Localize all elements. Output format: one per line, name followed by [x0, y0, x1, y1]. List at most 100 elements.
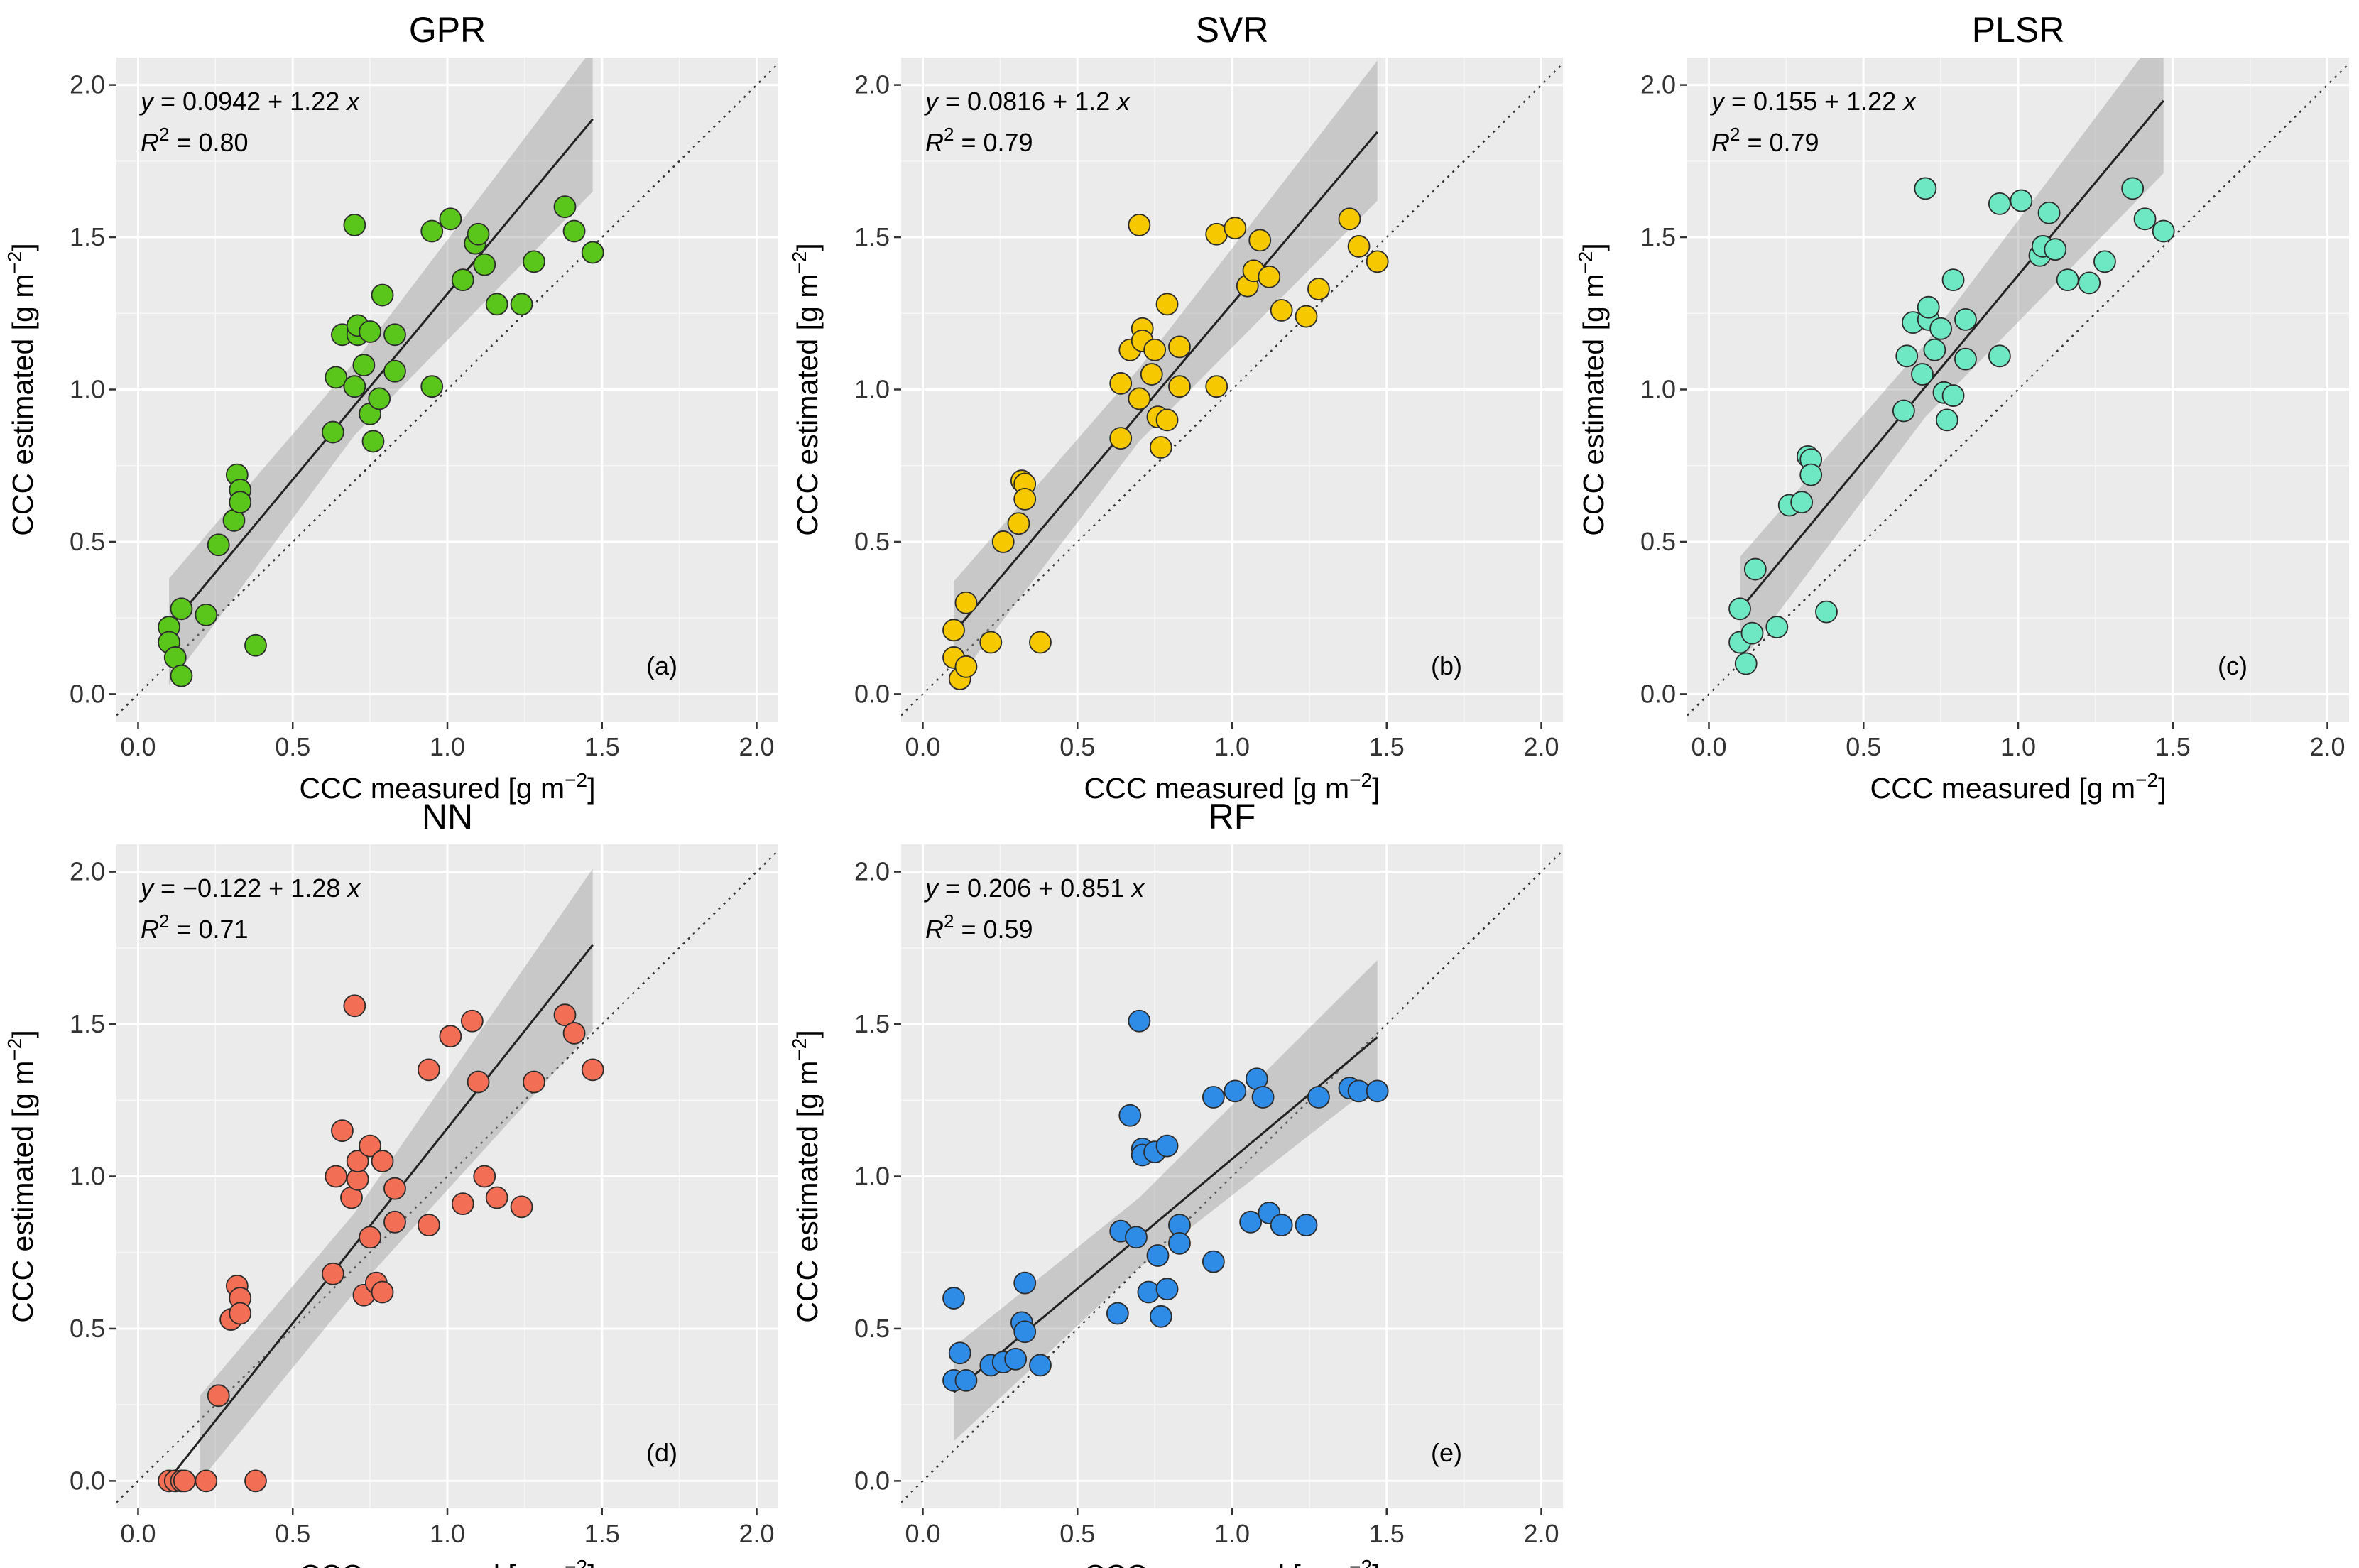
panel-label: (a) [646, 651, 677, 680]
y-tick-label: 1.5 [70, 222, 105, 251]
y-tick-label: 0.0 [854, 1466, 890, 1495]
data-point [1307, 1086, 1330, 1109]
data-point [451, 268, 474, 291]
y-tick-label: 2.0 [854, 70, 890, 99]
data-point [420, 219, 444, 243]
one-to-one-line [1687, 62, 2349, 717]
x-axis-label: CCC measured [g m−2] [299, 1556, 595, 1568]
data-point [439, 1025, 462, 1048]
y-tick-label: 1.5 [854, 1009, 890, 1038]
data-point [954, 1368, 978, 1392]
r-squared: R2 = 0.59 [925, 910, 1033, 944]
x-tick-label: 0.5 [275, 1519, 310, 1548]
data-point [371, 1150, 394, 1172]
x-tick-label: 1.5 [584, 732, 620, 761]
y-tick-label: 0.5 [70, 527, 105, 556]
data-point [1923, 338, 1946, 361]
x-tick-label: 0.0 [1691, 732, 1726, 761]
data-point [343, 994, 366, 1018]
data-point [343, 213, 366, 236]
data-point [1954, 307, 1977, 331]
y-tick-label: 0.5 [854, 1314, 890, 1343]
data-point [1118, 1104, 1142, 1127]
data-point [1248, 229, 1272, 252]
x-tick-label: 0.5 [1846, 732, 1881, 761]
confidence-band [169, 58, 593, 685]
panel-title: PLSR [1972, 10, 2065, 50]
data-point [1140, 363, 1163, 386]
plot-area [1687, 58, 2349, 717]
x-axis-label: CCC measured [g m−2] [1084, 769, 1380, 805]
data-point [1013, 488, 1037, 511]
data-point [473, 1165, 496, 1188]
x-axis-label: CCC measured [g m−2] [299, 769, 595, 805]
data-point [1941, 384, 1965, 407]
x-tick-label: 0.5 [275, 732, 310, 761]
data-point [1366, 250, 1389, 273]
y-tick-label: 1.0 [70, 375, 105, 404]
regression-line [168, 944, 594, 1480]
data-point [244, 1469, 267, 1493]
data-point [581, 1058, 604, 1082]
data-point [1799, 463, 1823, 486]
data-point [467, 1070, 490, 1094]
one-to-one-line [901, 849, 1563, 1503]
r-squared: R2 = 0.71 [141, 910, 249, 944]
confidence-band [200, 869, 593, 1481]
y-tick-label: 1.0 [854, 1162, 890, 1191]
x-tick-label: 2.0 [739, 732, 774, 761]
data-point [173, 1469, 196, 1493]
x-tick-label: 0.0 [120, 732, 156, 761]
data-point [321, 1262, 344, 1285]
x-tick-label: 1.0 [1214, 732, 1250, 761]
y-axis-label: CCC estimated [g m−2] [788, 243, 824, 535]
data-point [1765, 616, 1789, 638]
y-tick-label: 2.0 [70, 857, 105, 886]
data-point [229, 491, 252, 514]
data-point [439, 207, 462, 231]
data-point [1128, 1009, 1151, 1033]
panel-rf: 0.0 0.0 0.5 0.5 1.0 1.0 1.5 1.5 2.0 2.0 RF CCC meas… [788, 797, 1563, 1568]
data-point [229, 1302, 252, 1325]
data-point [1366, 1079, 1389, 1103]
data-point [2056, 268, 2079, 291]
data-point [368, 387, 391, 410]
y-tick-label: 0.0 [1640, 679, 1676, 708]
plot-area [116, 849, 778, 1503]
data-point [331, 1119, 354, 1143]
data-point [948, 1341, 971, 1365]
data-point [1155, 1134, 1179, 1158]
data-point [1202, 1086, 1225, 1109]
data-point [1125, 1226, 1148, 1249]
y-tick-label: 1.0 [854, 375, 890, 404]
x-tick-label: 0.5 [1059, 1519, 1095, 1548]
plot-area [116, 58, 778, 717]
data-point [467, 222, 490, 246]
data-point [1338, 207, 1361, 231]
data-point [1239, 1210, 1263, 1234]
data-point [1007, 512, 1030, 535]
data-point [979, 631, 1003, 654]
panel-label: (e) [1431, 1438, 1462, 1467]
data-point [1137, 1280, 1160, 1304]
data-point [1106, 1302, 1129, 1325]
data-point [991, 530, 1015, 553]
data-point [207, 1384, 230, 1408]
y-tick-label: 1.0 [70, 1162, 105, 1191]
data-point [195, 1469, 218, 1493]
data-point [954, 655, 978, 678]
data-point [1295, 1214, 1318, 1237]
data-point [383, 359, 406, 383]
panel-title: SVR [1196, 10, 1269, 50]
data-point [371, 283, 394, 307]
panel-title: NN [422, 797, 473, 837]
panel-title: RF [1209, 797, 1256, 837]
y-tick-label: 1.0 [1640, 375, 1676, 404]
data-point [1149, 1305, 1172, 1328]
x-axis-label: CCC measured [g m−2] [1870, 769, 2166, 805]
data-point [1815, 600, 1838, 624]
data-point [562, 219, 586, 243]
data-point [1168, 1231, 1191, 1255]
data-point [1790, 491, 1814, 514]
y-tick-label: 1.5 [70, 1009, 105, 1038]
